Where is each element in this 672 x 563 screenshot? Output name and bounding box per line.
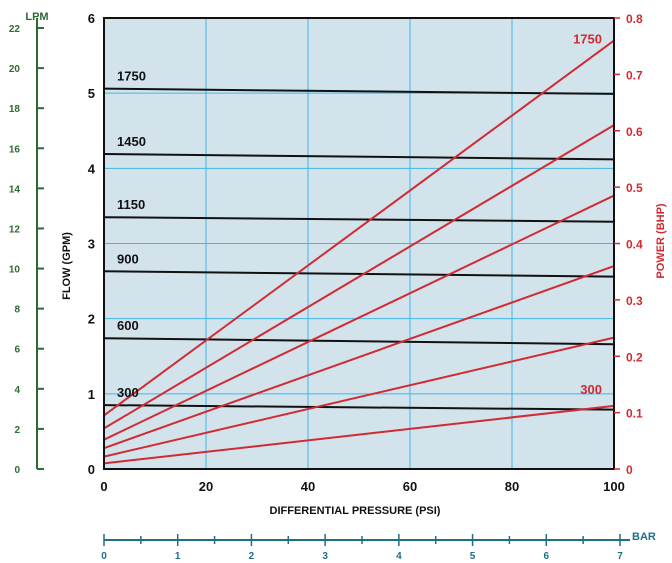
- y2-tick-label: 0.5: [626, 181, 643, 195]
- y-tick-label: 2: [88, 312, 95, 327]
- lpm-tick-label: 0: [14, 465, 20, 476]
- bar-tick-label: 0: [101, 551, 107, 562]
- x-tick-label: 60: [403, 479, 417, 494]
- lpm-tick-label: 18: [9, 104, 21, 115]
- y-tick-label: 1: [88, 387, 95, 402]
- y-tick-label: 4: [88, 161, 96, 176]
- bar-tick-label: 3: [322, 551, 328, 562]
- y2-axis-tick-labels: 0 0.1 0.2 0.3 0.4 0.5 0.6 0.7 0.8: [614, 12, 643, 477]
- flow-line-300: [103, 404, 615, 411]
- flow-series-label: 1150: [117, 197, 145, 212]
- flow-line-1450: [103, 153, 615, 161]
- y2-tick-label: 0.7: [626, 68, 643, 82]
- y2-axis-label: POWER (BHP): [655, 203, 667, 279]
- x-tick-label: 80: [505, 479, 519, 494]
- power-line-900: [103, 265, 615, 450]
- bar-tick-label: 4: [396, 551, 402, 562]
- lpm-tick-label: 4: [14, 385, 20, 396]
- y2-tick-label: 0.4: [626, 238, 643, 252]
- bar-tick-label: 5: [470, 551, 476, 562]
- y-tick-label: 0: [88, 462, 95, 477]
- x-tick-label: 20: [199, 479, 213, 494]
- power-line-1450: [103, 124, 615, 430]
- y-tick-label: 5: [88, 86, 95, 101]
- x-tick-label: 40: [301, 479, 315, 494]
- flow-line-600: [103, 337, 615, 346]
- power-line-1150: [103, 194, 615, 441]
- lpm-axis-label: LPM: [25, 11, 48, 23]
- y2-tick-label: 0.2: [626, 350, 643, 364]
- lpm-tick-label: 20: [9, 64, 21, 75]
- lpm-axis: 0 2 4 6 8 10 12 14 16 18 20 22: [9, 18, 44, 476]
- bar-tick-label: 2: [249, 551, 255, 562]
- series-labels: 1750 1450 1150 900 600 300 1750 300: [117, 32, 602, 401]
- x-axis-label: DIFFERENTIAL PRESSURE (PSI): [270, 505, 441, 517]
- bar-axis-label: BAR: [632, 531, 656, 543]
- lpm-tick-label: 10: [9, 265, 21, 276]
- bar-tick-label: 7: [617, 551, 623, 562]
- flow-line-1750: [103, 87, 615, 95]
- power-line-1750: [103, 39, 615, 417]
- y2-tick-label: 0.3: [626, 294, 643, 308]
- lpm-tick-label: 8: [14, 305, 20, 316]
- power-line-300: [103, 404, 615, 465]
- flow-line-900: [103, 270, 615, 278]
- flow-series-label: 600: [117, 318, 139, 333]
- y-axis-label: FLOW (GPM): [61, 232, 73, 300]
- power-series-label-bottom: 300: [580, 382, 602, 397]
- bar-tick-label: 1: [175, 551, 181, 562]
- power-line-600: [103, 336, 615, 458]
- flow-series-label: 300: [117, 385, 139, 400]
- power-series-lines: [103, 39, 615, 465]
- lpm-tick-label: 12: [9, 224, 21, 235]
- x-tick-label: 0: [100, 479, 107, 494]
- power-series-label-top: 1750: [573, 32, 602, 47]
- y-axis-tick-labels: 0 1 2 3 4 5 6: [88, 11, 96, 477]
- y2-tick-label: 0: [626, 463, 633, 477]
- bar-axis: 0 1 2 3 4 5 6 7: [101, 534, 630, 562]
- flow-series-lines: [103, 87, 615, 411]
- y-tick-label: 3: [88, 237, 95, 252]
- flow-line-1150: [103, 216, 615, 223]
- lpm-tick-label: 16: [9, 144, 21, 155]
- y2-tick-label: 0.6: [626, 125, 643, 139]
- bar-tick-label: 6: [544, 551, 550, 562]
- flow-series-label: 900: [117, 251, 139, 266]
- y2-tick-label: 0.1: [626, 407, 643, 421]
- lpm-tick-label: 6: [14, 345, 20, 356]
- y-tick-label: 6: [88, 11, 95, 26]
- lpm-tick-label: 14: [9, 184, 21, 195]
- flow-series-label: 1750: [117, 69, 146, 84]
- y2-tick-label: 0.8: [626, 12, 643, 26]
- lpm-tick-label: 22: [9, 24, 21, 35]
- flow-series-label: 1450: [117, 134, 146, 149]
- x-axis-tick-labels: 0 20 40 60 80 100: [100, 479, 624, 494]
- lpm-tick-label: 2: [14, 425, 20, 436]
- x-tick-label: 100: [603, 479, 625, 494]
